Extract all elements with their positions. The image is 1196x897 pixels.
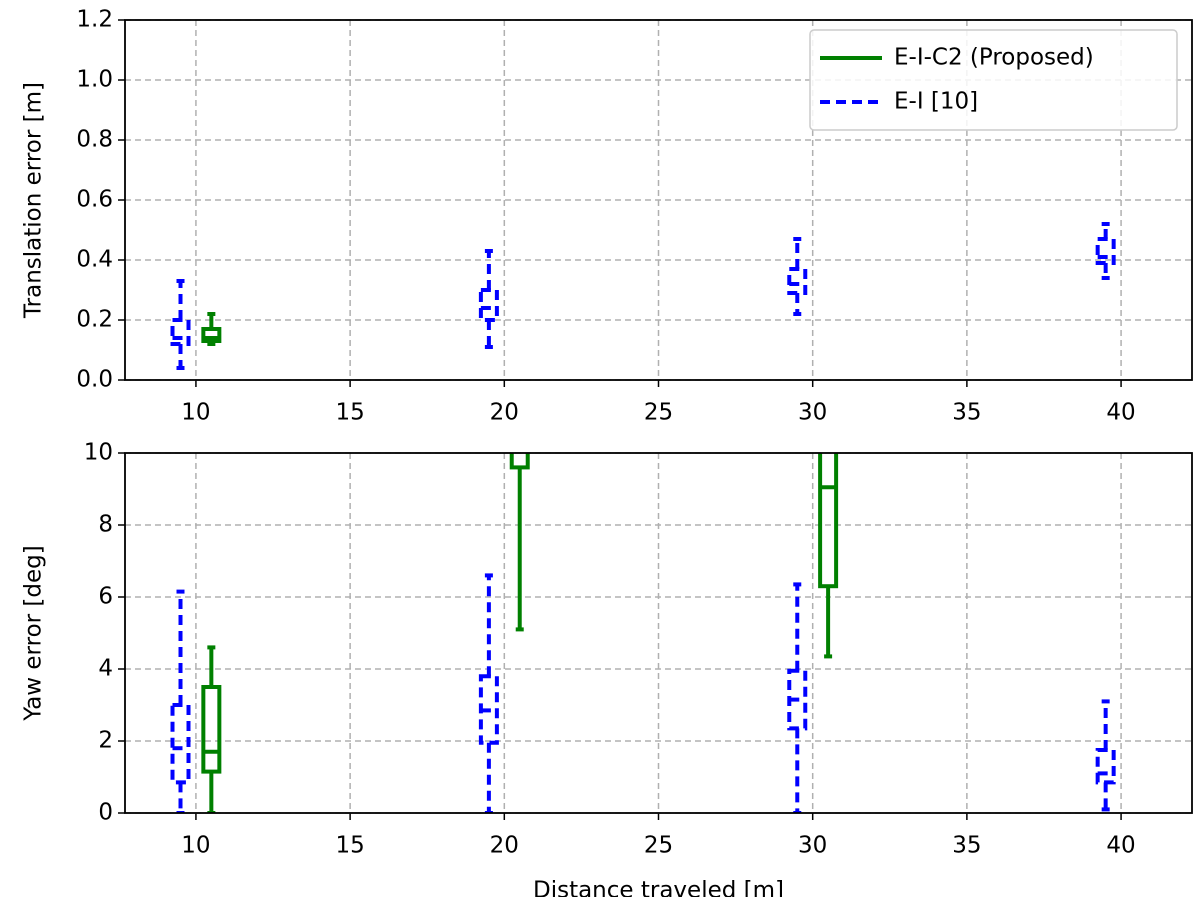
x-tick-label: 20	[490, 400, 519, 426]
y-axis-label: Translation error [m]	[21, 82, 47, 319]
x-tick-label: 10	[181, 400, 210, 426]
plot-area	[170, 453, 1116, 813]
y-tick-label: 4	[98, 656, 113, 682]
y-tick-label: 2	[98, 728, 113, 754]
x-tick-label: 40	[1106, 400, 1135, 426]
legend-label: E-I-C2 (Proposed)	[894, 45, 1094, 71]
y-tick-label: 1.2	[76, 7, 113, 33]
box	[201, 327, 222, 343]
y-tick-label: 0.6	[76, 187, 113, 213]
axes-frame	[124, 452, 1193, 814]
y-tick-label: 0.4	[76, 247, 113, 273]
y-tick-label: 0.2	[76, 307, 113, 333]
x-tick-label: 30	[798, 400, 827, 426]
y-tick-label: 0.8	[76, 127, 113, 153]
x-axis-label: Distance traveled [m]	[533, 878, 784, 897]
x-tick-label: 35	[952, 400, 981, 426]
x-tick-label: 15	[335, 833, 364, 859]
y-tick-label: 1.0	[76, 67, 113, 93]
box	[478, 288, 499, 322]
legend-box	[809, 29, 1178, 131]
box	[1095, 237, 1116, 265]
x-tick-label: 10	[181, 833, 210, 859]
x-tick-label: 40	[1106, 833, 1135, 859]
box	[818, 453, 839, 589]
box	[170, 703, 191, 785]
box	[509, 453, 530, 470]
y-tick-label: 8	[98, 512, 113, 538]
box	[787, 267, 808, 295]
axes-frame	[124, 19, 1193, 381]
box	[170, 318, 191, 346]
box	[201, 685, 222, 774]
x-tick-label: 15	[335, 400, 364, 426]
legend-label: E-I [10]	[894, 89, 978, 115]
y-tick-label: 6	[98, 584, 113, 610]
x-tick-label: 25	[644, 400, 673, 426]
x-tick-label: 35	[952, 833, 981, 859]
x-tick-label: 25	[644, 833, 673, 859]
y-tick-label: 10	[84, 440, 113, 466]
x-tick-label: 30	[798, 833, 827, 859]
box	[1095, 748, 1116, 785]
y-tick-label: 0	[98, 800, 113, 826]
plot-area	[170, 222, 1116, 370]
x-tick-label: 20	[490, 833, 519, 859]
y-tick-label: 0.0	[76, 367, 113, 393]
y-axis-label: Yaw error [deg]	[21, 545, 47, 721]
